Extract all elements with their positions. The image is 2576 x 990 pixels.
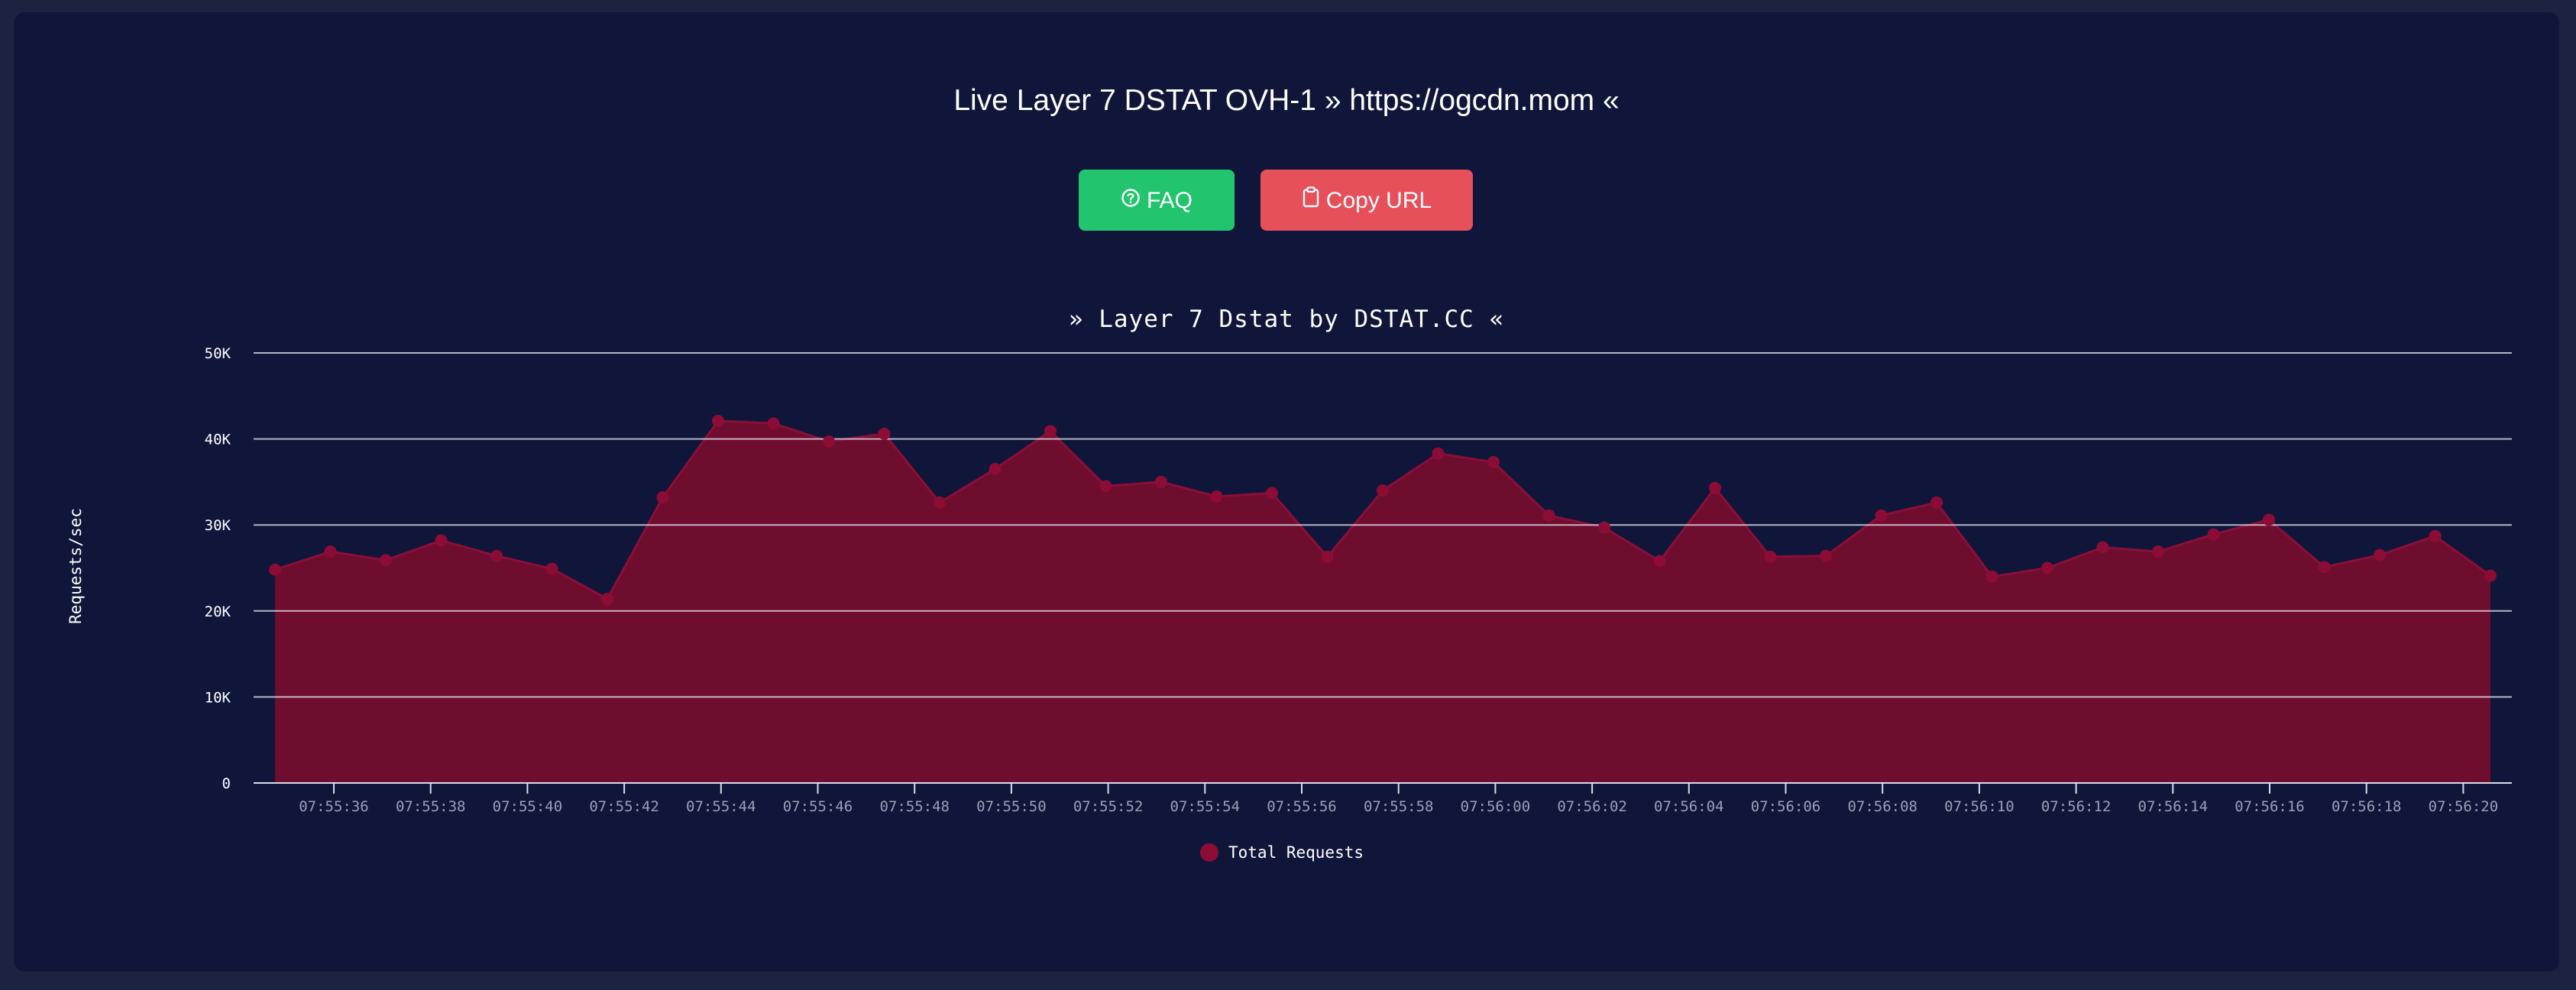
x-tick-label: 07:55:42 — [589, 798, 659, 815]
data-point — [2207, 528, 2220, 541]
data-point — [1099, 480, 1112, 493]
data-point — [2152, 545, 2164, 558]
copy-url-button-label: Copy URL — [1325, 188, 1432, 214]
data-point — [1155, 475, 1167, 488]
clipboard-icon — [1302, 170, 1320, 231]
data-point — [1598, 521, 1610, 534]
data-point — [1487, 456, 1500, 469]
x-tick-label: 07:55:58 — [1364, 798, 1434, 815]
y-tick-label: 40K — [205, 432, 231, 448]
x-tick-label: 07:55:46 — [783, 798, 853, 815]
data-point — [1210, 490, 1223, 503]
x-tick-label: 07:56:04 — [1654, 798, 1724, 815]
data-point — [1875, 509, 1888, 522]
data-point — [1930, 496, 1943, 509]
data-point — [1432, 447, 1445, 460]
x-tick-label: 07:55:36 — [299, 798, 369, 815]
data-point — [712, 414, 724, 427]
data-point — [2318, 561, 2331, 574]
copy-url-button[interactable]: Copy URL — [1260, 170, 1473, 231]
data-point — [1653, 555, 1666, 568]
data-point — [380, 554, 392, 567]
x-tick-label: 07:55:56 — [1267, 798, 1337, 815]
data-point — [1820, 549, 1832, 562]
x-tick-label: 07:55:40 — [493, 798, 563, 815]
data-point — [767, 417, 780, 430]
data-point — [823, 435, 835, 448]
page-title: Live Layer 7 DSTAT OVH-1 » https://ogcdn… — [953, 84, 1620, 117]
x-tick-label: 07:55:38 — [396, 798, 466, 815]
x-tick-label: 07:56:08 — [1847, 798, 1917, 815]
data-point — [1709, 481, 1721, 494]
data-point — [2263, 513, 2275, 526]
faq-button[interactable]: FAQ — [1079, 170, 1235, 231]
question-circle-icon — [1121, 170, 1141, 231]
requests-chart: 0 10K 20K 30K 40K 50K 07:55:36 07:55:38 07:55:40… — [66, 345, 2512, 862]
data-point — [1377, 484, 1389, 497]
x-tick-label: 07:55:54 — [1170, 798, 1241, 815]
data-point — [324, 545, 337, 558]
data-point — [1266, 487, 1278, 500]
data-point — [269, 563, 281, 576]
data-point — [989, 463, 1002, 476]
data-point — [601, 593, 613, 606]
x-tick-label: 07:56:18 — [2332, 798, 2402, 815]
x-tick-label: 07:55:52 — [1073, 798, 1144, 815]
legend-label: Total Requests — [1228, 843, 1364, 862]
data-point — [490, 549, 503, 562]
x-tick-label: 07:56:06 — [1751, 798, 1821, 815]
x-tick-label: 07:55:44 — [686, 798, 756, 815]
data-point — [1764, 550, 1777, 563]
data-point — [2429, 529, 2442, 542]
data-point — [2096, 541, 2109, 554]
data-point — [1985, 570, 1998, 583]
chart-title: » Layer 7 Dstat by DSTAT.CC « — [1068, 306, 1505, 333]
y-tick-label: 10K — [205, 689, 231, 706]
y-axis-title: Requests/sec — [66, 508, 85, 624]
data-point — [934, 496, 946, 509]
x-tick-label: 07:56:14 — [2138, 798, 2209, 815]
series-area — [275, 421, 2490, 783]
data-point — [1044, 425, 1057, 438]
data-point — [878, 427, 891, 440]
data-point — [2374, 548, 2386, 561]
x-tick-label: 07:56:12 — [2041, 798, 2112, 815]
data-point — [656, 491, 669, 504]
x-tick-label: 07:56:00 — [1461, 798, 1531, 815]
legend-marker — [1200, 843, 1218, 862]
data-point — [2484, 569, 2497, 582]
data-point — [1321, 550, 1334, 563]
x-tick-label: 07:56:02 — [1557, 798, 1627, 815]
faq-button-label: FAQ — [1146, 188, 1193, 214]
x-tick-label: 07:55:50 — [976, 798, 1047, 815]
y-tick-label: 50K — [205, 345, 231, 362]
data-point — [2041, 561, 2053, 574]
data-point — [435, 534, 448, 547]
y-tick-label: 30K — [205, 517, 231, 534]
data-point — [1542, 509, 1555, 522]
y-tick-label: 0 — [222, 775, 231, 792]
x-tick-label: 07:56:10 — [1944, 798, 2015, 815]
data-point — [545, 562, 558, 575]
x-tick-label: 07:56:20 — [2429, 798, 2499, 815]
dstat-panel: Live Layer 7 DSTAT OVH-1 » https://ogcdn… — [14, 12, 2559, 972]
x-tick-label: 07:55:48 — [879, 798, 950, 815]
y-tick-label: 20K — [205, 603, 231, 620]
x-tick-label: 07:56:16 — [2235, 798, 2305, 815]
